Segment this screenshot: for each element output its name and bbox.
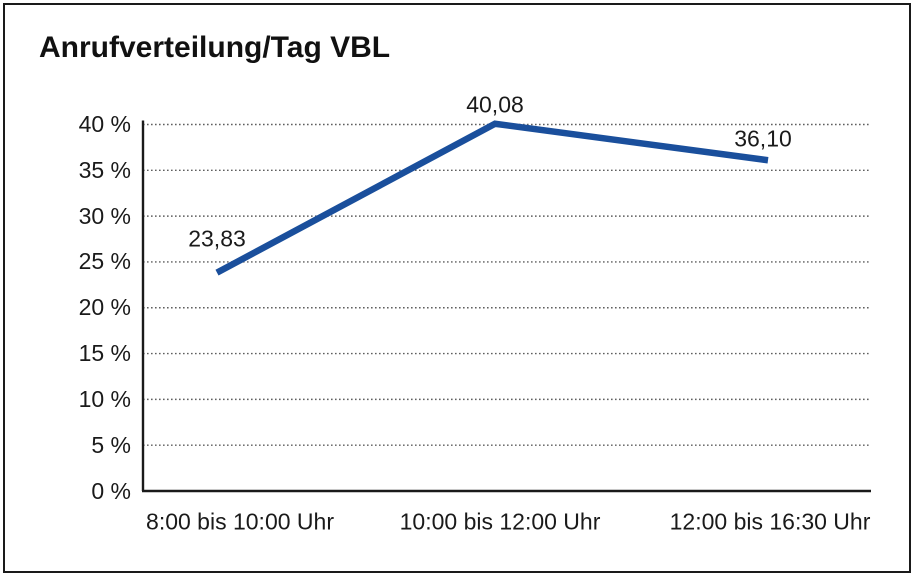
y-tick-label: 15 % bbox=[78, 340, 131, 367]
y-tick-label: 10 % bbox=[78, 385, 131, 412]
chart-frame: Anrufverteilung/Tag VBL bbox=[3, 3, 911, 573]
y-tick-label: 25 % bbox=[78, 248, 131, 275]
series-line bbox=[215, 120, 769, 276]
x-category-label: 10:00 bis 12:00 Uhr bbox=[399, 508, 601, 535]
data-point-label: 23,83 bbox=[188, 225, 246, 252]
chart-title: Anrufverteilung/Tag VBL bbox=[39, 31, 391, 64]
y-tick-label: 40 % bbox=[78, 111, 131, 137]
x-category-label: 12:00 bis 16:30 Uhr bbox=[669, 508, 871, 535]
data-point-label: 40,08 bbox=[466, 91, 524, 118]
data-point-label: 36,10 bbox=[734, 125, 792, 152]
x-category-label: 8:00 bis 10:00 Uhr bbox=[146, 508, 334, 535]
y-tick-label: 20 % bbox=[78, 294, 131, 321]
y-tick-label: 0 % bbox=[91, 477, 131, 504]
y-tick-label: 30 % bbox=[78, 202, 131, 229]
y-tick-label: 35 % bbox=[78, 156, 131, 183]
y-tick-label: 5 % bbox=[91, 431, 131, 458]
